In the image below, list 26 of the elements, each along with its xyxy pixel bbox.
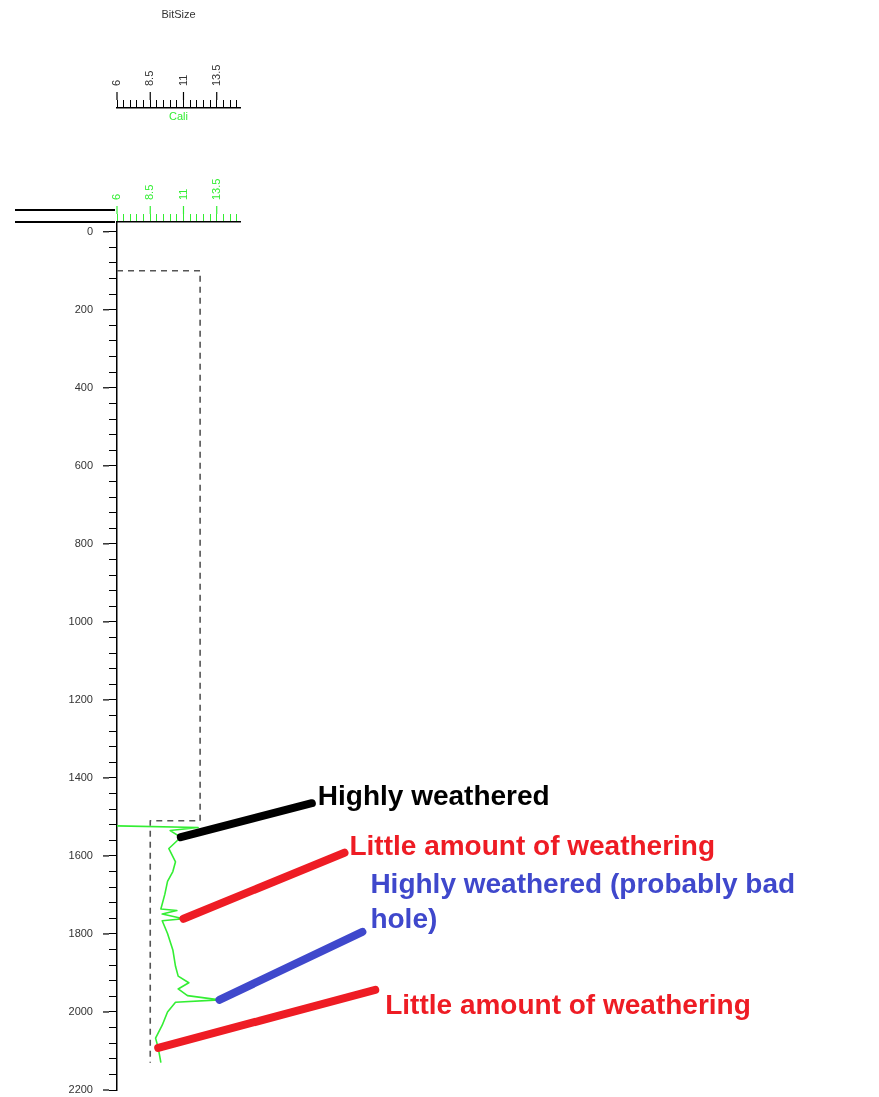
y-tick-label: 200 xyxy=(74,302,93,315)
x2-tick-label: 13.5 xyxy=(209,178,222,200)
x-axis-title: BitSize xyxy=(161,7,196,20)
y-tick-label: 1200 xyxy=(68,692,93,705)
annotation: Highly weathered xyxy=(317,779,550,811)
y-tick-label: 800 xyxy=(74,536,93,549)
y-tick-label: 1000 xyxy=(68,614,93,627)
x2-tick-label: 11 xyxy=(176,188,189,200)
y-tick-label: 400 xyxy=(74,380,93,393)
x-tick-label: 6 xyxy=(110,79,123,86)
y-tick-label: 600 xyxy=(74,458,93,471)
y-tick-label: 2200 xyxy=(68,1083,93,1096)
x-tick-label: 11 xyxy=(176,74,189,86)
annotation: Little amount of weathering xyxy=(385,988,751,1020)
annotation: Highly weathered (probably bad hole) xyxy=(370,867,796,934)
y-tick-label: 0 xyxy=(86,224,93,237)
x2-axis-title: Cali xyxy=(169,109,188,122)
x-tick-label: 8.5 xyxy=(143,70,156,86)
y-tick-label: 1600 xyxy=(68,848,93,861)
y-tick-label: 1400 xyxy=(68,770,93,783)
y-tick-label: 1800 xyxy=(68,926,93,939)
x2-tick-label: 8.5 xyxy=(143,184,156,200)
y-tick-label: 2000 xyxy=(68,1005,93,1018)
x2-tick-label: 6 xyxy=(110,193,123,200)
annotation: Little amount of weathering xyxy=(349,830,716,862)
x-tick-label: 13.5 xyxy=(209,64,222,86)
